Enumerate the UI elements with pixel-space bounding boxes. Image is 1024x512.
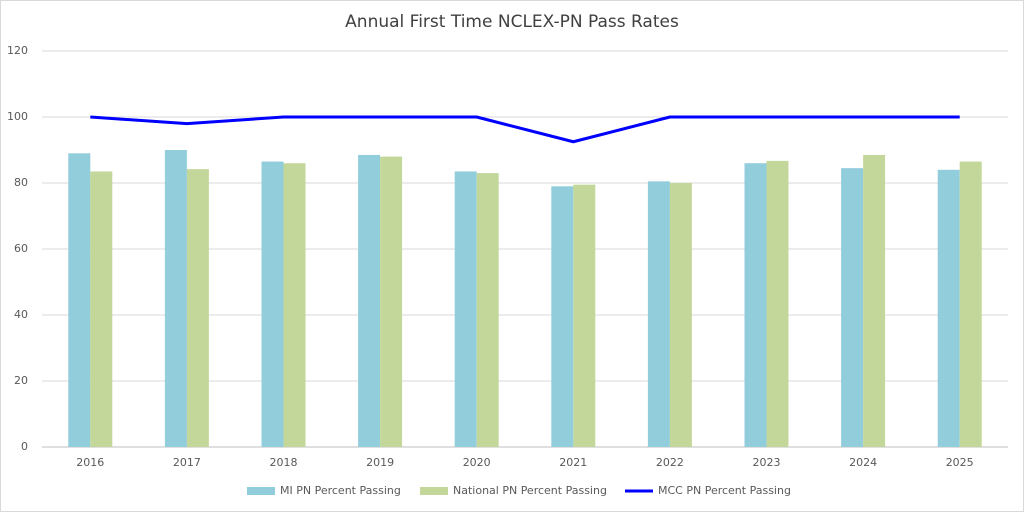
bar [573,184,596,447]
x-tick-label: 2020 [463,456,491,469]
bar [90,171,113,447]
bar [766,160,789,447]
bar [669,183,692,447]
bar [744,163,767,447]
bar [551,186,574,448]
bar [164,150,187,447]
x-tick-label: 2018 [270,456,298,469]
y-tick-label: 120 [7,44,28,57]
x-tick-label: 2016 [76,456,104,469]
chart-title: Annual First Time NCLEX-PN Pass Rates [345,12,679,32]
bar [841,168,864,447]
legend-label: National PN Percent Passing [453,484,607,497]
x-tick-label: 2024 [849,456,877,469]
bar [261,161,284,448]
y-tick-label: 0 [21,440,28,453]
y-tick-label: 20 [14,374,28,387]
legend-swatch [247,487,275,495]
x-tick-label: 2025 [946,456,974,469]
x-tick-label: 2023 [753,456,781,469]
bar [959,161,982,448]
y-tick-label: 40 [14,308,28,321]
legend-swatch [420,487,448,495]
x-tick-label: 2019 [366,456,394,469]
y-tick-label: 100 [7,110,28,123]
bar [476,173,499,447]
line-series [90,115,960,144]
bar [358,154,381,447]
legend-label: MCC PN Percent Passing [658,484,791,497]
x-tick-label: 2022 [656,456,684,469]
legend-label: MI PN Percent Passing [280,484,401,497]
bar [380,156,403,447]
bar [186,169,209,447]
y-tick-label: 80 [14,176,28,189]
bar [283,163,306,447]
bar [863,154,886,447]
y-tick-label: 60 [14,242,28,255]
bar [68,153,91,448]
bar [937,169,960,448]
x-tick-label: 2017 [173,456,201,469]
bar [647,181,670,447]
bar [454,171,477,447]
x-tick-label: 2021 [559,456,587,469]
